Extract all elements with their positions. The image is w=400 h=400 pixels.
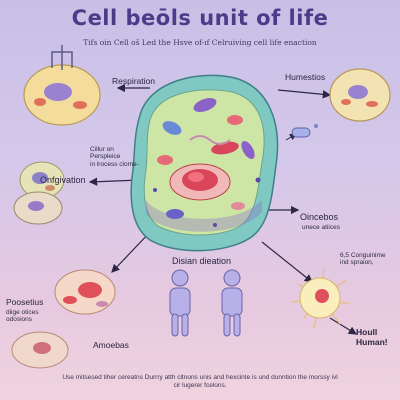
- page-subtitle: Tifs oin Cell oš Led the Hsve of-ıf Celr…: [83, 38, 317, 47]
- central-cell: [130, 74, 279, 252]
- cell-bottom-left-small: [11, 331, 69, 369]
- human-figure-left: [169, 269, 191, 337]
- human-figure-right: [221, 269, 243, 337]
- footer-caption: Use mitsesed tiher cereatns Durrry atth …: [62, 374, 338, 390]
- label-oincebos-sub: unece atiices: [302, 224, 340, 231]
- label-poosetius-sub: diige otices odosions: [6, 309, 39, 324]
- arrow-humestios: [277, 89, 332, 99]
- label-disian-dieation: Disian dieation: [172, 256, 232, 266]
- label-houll-human: Houll Human!: [356, 327, 388, 347]
- label-humestios: Humestios: [285, 72, 326, 82]
- page-title: Cell beōls unit of life: [71, 6, 329, 30]
- cell-top-right: [329, 68, 391, 122]
- capsule-icon: [291, 124, 318, 138]
- cell-top-left: [23, 45, 101, 126]
- label-conguinime: 6,5 Conguinime ind spraion,: [340, 252, 386, 267]
- arrow-houll: [329, 317, 358, 335]
- cell-left-lower: [13, 191, 63, 225]
- label-oincebos: Oincebos: [300, 212, 339, 222]
- label-respiration: Respiration: [112, 76, 155, 86]
- label-amoebas: Amoebas: [93, 340, 129, 350]
- arrow-human: [261, 241, 313, 283]
- label-cillur: Cillur on Perspleice in lrocess clome-: [90, 146, 139, 168]
- cell-bottom-left: [54, 269, 116, 315]
- label-poosetius: Poosetius: [6, 297, 44, 307]
- neuron-cell: [291, 267, 351, 329]
- label-onfgivation: Onfgivation: [40, 175, 86, 185]
- cell-left-middle: [19, 161, 65, 199]
